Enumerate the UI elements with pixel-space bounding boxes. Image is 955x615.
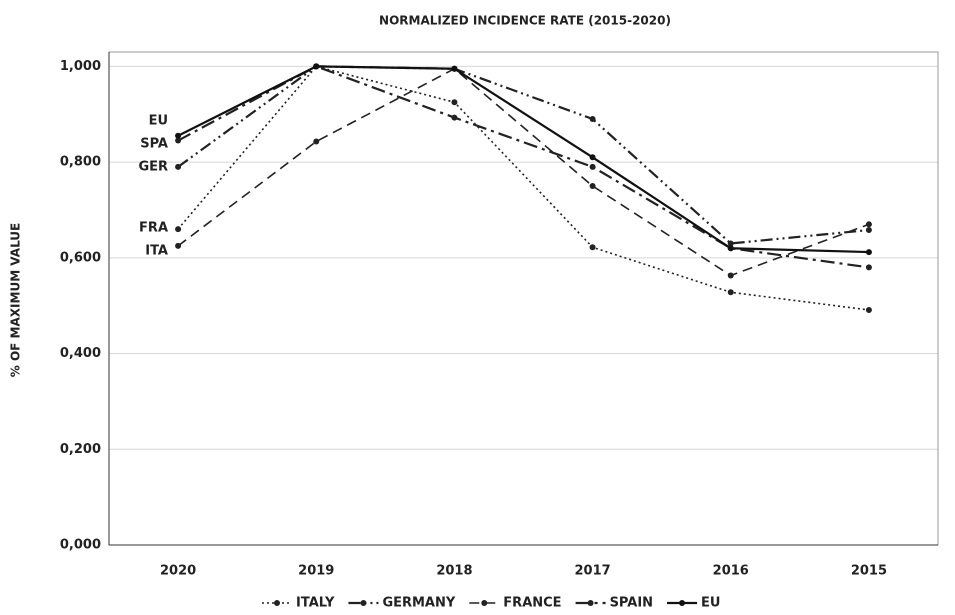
data-point <box>727 245 734 252</box>
legend-label: ITALY <box>296 596 335 611</box>
series-line <box>177 65 869 254</box>
y-axis-label: % OF MAXIMUM VALUE <box>9 223 23 377</box>
legend-label: FRANCE <box>503 596 561 611</box>
y-tick-label: 0,600 <box>60 250 101 265</box>
data-point <box>313 138 320 145</box>
legend-label: EU <box>701 596 720 611</box>
data-point <box>589 163 596 170</box>
x-tick-label: 2019 <box>298 564 334 579</box>
data-point <box>175 163 182 170</box>
data-point <box>589 244 596 251</box>
y-tick-label: 0,000 <box>60 538 101 553</box>
x-tick-label: 2017 <box>574 564 610 579</box>
data-point <box>727 240 734 247</box>
data-point <box>865 221 872 228</box>
data-point <box>313 63 320 70</box>
data-point <box>175 132 182 139</box>
x-tick-label: 2020 <box>160 564 196 579</box>
data-point <box>727 272 734 279</box>
legend-marker <box>274 600 280 606</box>
data-point <box>865 264 872 271</box>
data-point <box>175 137 182 144</box>
x-tick-label: 2016 <box>713 564 749 579</box>
legend-marker <box>481 600 488 606</box>
data-point <box>451 99 458 106</box>
y-tick-label: 0,400 <box>60 346 101 361</box>
legend-label: SPAIN <box>610 596 653 611</box>
data-point <box>589 183 596 190</box>
data-point <box>865 227 872 234</box>
chart-title: NORMALIZED INCIDENCE RATE (2015-2020) <box>379 14 671 28</box>
series-line <box>177 65 870 311</box>
data-point <box>865 249 872 256</box>
x-tick-label: 2015 <box>851 564 887 579</box>
data-point <box>451 114 458 121</box>
y-tick-label: 1,000 <box>60 59 101 74</box>
data-point <box>727 289 734 296</box>
data-point <box>175 226 182 233</box>
series-line <box>177 65 870 269</box>
annotation: ITA <box>145 244 168 259</box>
legend-marker <box>360 600 367 606</box>
annotation: SPA <box>140 137 168 152</box>
data-point <box>175 242 182 249</box>
plot-frame <box>108 51 939 546</box>
y-tick-label: 0,800 <box>60 155 101 170</box>
data-point <box>451 65 458 72</box>
series-line <box>177 65 870 245</box>
legend-label: GERMANY <box>382 596 455 611</box>
annotation: EU <box>149 114 168 129</box>
x-tick-label: 2018 <box>436 564 472 579</box>
series-line <box>177 67 870 277</box>
data-point <box>865 306 872 313</box>
annotation: GER <box>138 160 168 175</box>
annotation: FRA <box>139 221 168 236</box>
data-point <box>589 116 596 123</box>
legend-marker <box>679 600 686 606</box>
y-tick-label: 0,200 <box>60 442 101 457</box>
legend-marker <box>587 600 594 606</box>
data-point <box>589 154 596 161</box>
